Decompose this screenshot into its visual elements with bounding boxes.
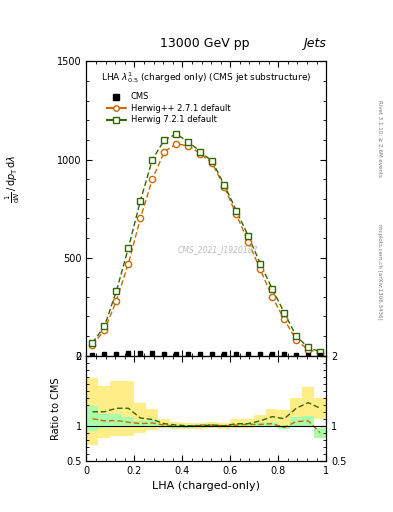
Bar xyxy=(134,421,147,426)
Bar xyxy=(242,423,254,426)
Text: $\frac{1}{\mathrm{d}N}\,/\,\mathrm{d}p_\mathrm{T}\,\mathrm{d}\lambda$: $\frac{1}{\mathrm{d}N}\,/\,\mathrm{d}p_\… xyxy=(4,155,22,203)
X-axis label: LHA (charged-only): LHA (charged-only) xyxy=(152,481,260,491)
Bar xyxy=(171,425,182,428)
Legend: CMS, Herwig++ 2.7.1 default, Herwig 7.2.1 default: CMS, Herwig++ 2.7.1 default, Herwig 7.2.… xyxy=(103,89,234,128)
Bar xyxy=(195,423,206,426)
Bar xyxy=(123,381,134,436)
Text: Jets: Jets xyxy=(303,37,326,50)
Text: Rivet 3.1.10; ≥ 2.6M events: Rivet 3.1.10; ≥ 2.6M events xyxy=(377,100,382,177)
Bar xyxy=(314,398,326,419)
Bar xyxy=(98,414,110,428)
Bar xyxy=(266,421,278,426)
Bar xyxy=(158,419,171,428)
Bar xyxy=(110,381,123,436)
Bar xyxy=(206,423,219,426)
Bar xyxy=(98,386,110,438)
Bar xyxy=(110,414,123,427)
Bar xyxy=(254,423,266,426)
Bar xyxy=(171,421,182,429)
Bar xyxy=(219,423,230,429)
Bar xyxy=(278,410,290,427)
Text: mcplots.cern.ch [arXiv:1306.3436]: mcplots.cern.ch [arXiv:1306.3436] xyxy=(377,224,382,319)
Bar xyxy=(195,423,206,429)
Bar xyxy=(158,423,171,426)
Bar xyxy=(278,425,290,429)
Bar xyxy=(302,416,314,426)
Bar xyxy=(146,409,158,430)
Bar xyxy=(86,378,98,445)
Y-axis label: Ratio to CMS: Ratio to CMS xyxy=(51,377,61,439)
Bar xyxy=(290,417,302,426)
Text: LHA $\lambda^{1}_{0.5}$ (charged only) (CMS jet substructure): LHA $\lambda^{1}_{0.5}$ (charged only) (… xyxy=(101,70,312,85)
Bar xyxy=(242,419,254,428)
Bar xyxy=(146,420,158,426)
Text: CMS_2021_I1920187: CMS_2021_I1920187 xyxy=(178,245,259,254)
Bar xyxy=(86,406,98,432)
Bar xyxy=(182,423,194,429)
Bar xyxy=(254,415,266,426)
Text: 13000 GeV pp: 13000 GeV pp xyxy=(160,37,249,50)
Bar xyxy=(182,425,194,428)
Bar xyxy=(230,419,242,428)
Bar xyxy=(314,428,326,438)
Bar xyxy=(134,403,147,433)
Bar xyxy=(302,387,314,419)
Bar xyxy=(219,425,230,427)
Bar xyxy=(230,423,242,426)
Bar xyxy=(123,417,134,427)
Bar xyxy=(266,409,278,424)
Bar xyxy=(290,398,302,419)
Bar xyxy=(206,422,219,428)
